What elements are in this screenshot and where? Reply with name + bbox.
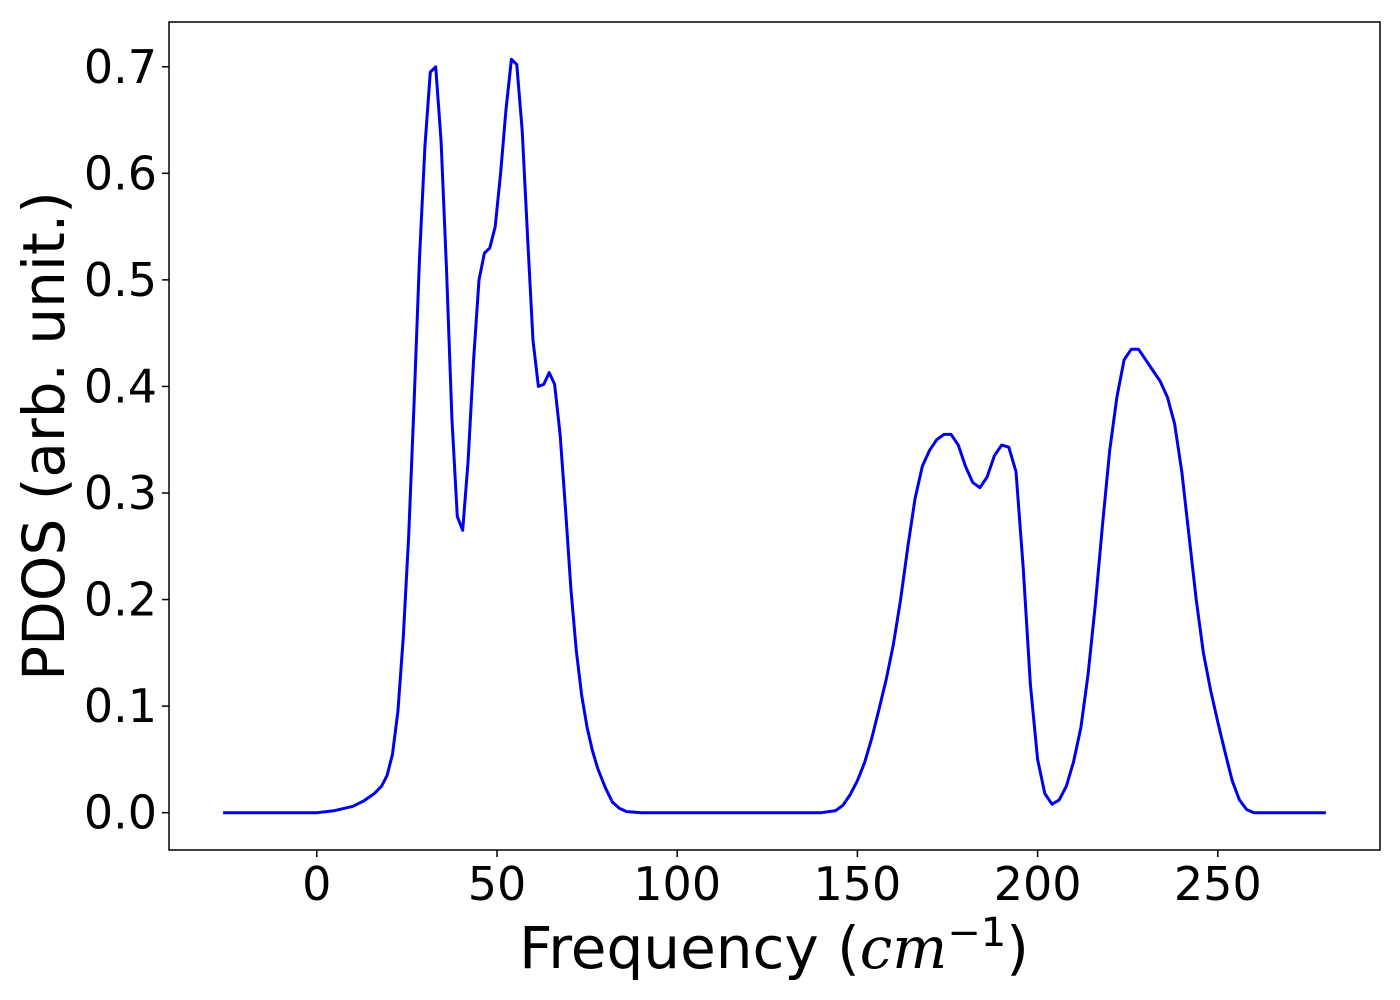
- y-tick-label: 0.2: [84, 573, 157, 627]
- series-line-pdos: [223, 57, 1326, 815]
- x-axis-label: Frequency (cm−1): [519, 910, 1029, 982]
- x-tick-label: 150: [813, 857, 901, 911]
- y-tick-label: 0.4: [84, 359, 157, 413]
- x-tick-label: 0: [302, 857, 331, 911]
- plot-area: [169, 22, 1380, 850]
- y-tick-label: 0.5: [84, 253, 157, 307]
- y-tick-label: 0.7: [84, 40, 157, 94]
- y-tick-label: 0.0: [84, 786, 157, 840]
- x-tick-label: 100: [633, 857, 721, 911]
- x-axis-label-math: cm: [860, 914, 947, 982]
- x-axis-label-suffix: ): [1006, 914, 1029, 982]
- plot-frame: [168, 21, 1381, 851]
- x-tick-label: 250: [1174, 857, 1262, 911]
- y-axis-label: PDOS (arb. unit.): [10, 191, 78, 681]
- x-axis-label-superscript: −1: [947, 910, 1006, 956]
- x-tick-label: 50: [468, 857, 527, 911]
- x-axis-ticks: 0 50 100 150 200 250: [302, 850, 1262, 911]
- y-axis-ticks: 0.0 0.1 0.2 0.3 0.4 0.5 0.6 0.7: [84, 40, 169, 840]
- x-axis-label-prefix: Frequency (: [519, 914, 860, 982]
- y-tick-label: 0.1: [84, 679, 157, 733]
- x-tick-label: 200: [994, 857, 1082, 911]
- y-tick-label: 0.6: [84, 146, 157, 200]
- y-tick-label: 0.3: [84, 466, 157, 520]
